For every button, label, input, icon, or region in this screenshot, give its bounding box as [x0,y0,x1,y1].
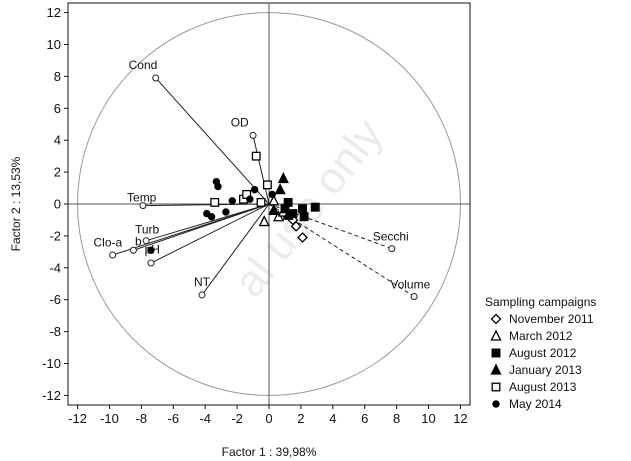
variable-label: NT [194,275,211,289]
sample-point [214,182,222,191]
variable-label: Turb [135,223,160,237]
y-tick-label: -4 [49,260,61,275]
y-tick-label: -6 [49,292,61,307]
y-tick-label: -12 [42,388,61,403]
variable-label: OD [231,116,249,130]
x-tick-label: -8 [136,411,148,426]
x-axis-label: Factor 1 : 39,98% [222,445,317,459]
variable-label: b [135,234,142,248]
sample-points-group [147,151,320,254]
sample-point [283,197,293,207]
variable-label: Temp [127,191,157,205]
x-tick-label: -2 [231,411,243,426]
sample-point [147,246,155,254]
sample-point [228,197,237,205]
y-tick-label: 4 [54,133,61,148]
sample-point [256,197,266,207]
x-tick-label: -12 [68,411,87,426]
sample-point [310,202,320,212]
legend-title: Sampling campaigns [485,295,596,309]
legend: Sampling campaigns November 2011 March 20… [485,295,596,411]
y-tick-label: 12 [47,5,61,20]
y-tick-label: 6 [54,101,61,116]
tick-group: -12 -10 -8 -6 -4 -2 0 2 4 6 8 10 12 -12 -10 -8 -6 -4 -2 0 2 4… [42,5,467,426]
legend-marker [490,363,502,375]
sample-point [282,208,294,220]
variable-endpoint [147,259,155,267]
x-tick-label: -6 [168,411,180,426]
y-tick-label: -2 [49,228,61,243]
sample-point [277,172,289,184]
variable-endpoint [198,291,206,299]
variable-vector [150,203,270,264]
y-tick-label: -8 [49,324,61,339]
variable-endpoint [109,251,117,259]
x-tick-label: 8 [393,411,400,426]
x-tick-label: 6 [361,411,368,426]
sample-point [298,204,307,214]
sample-point [258,215,270,227]
sample-point [207,213,216,221]
legend-entry-label: May 2014 [509,397,562,411]
sample-point [246,195,254,203]
sample-point [274,183,286,195]
legend-entry-label: August 2012 [509,346,577,360]
sample-point [222,208,230,216]
variable-endpoint [410,293,418,301]
variable-endpoint [129,246,137,254]
y-tick-label: 0 [54,197,61,212]
sample-point [268,203,280,216]
variable-label: Clo-a [94,235,123,249]
variable-vector [252,135,270,205]
sample-point [251,151,261,161]
x-tick-label: 12 [453,411,467,426]
variable-vector [133,203,270,251]
watermark-text: al use only [224,110,392,306]
variable-vector [201,203,270,296]
legend-entry-label: January 2013 [509,363,582,377]
x-tick-label: 10 [421,411,435,426]
sample-point [290,220,302,232]
legend-entry-label: August 2013 [509,380,577,394]
sample-point [262,180,272,190]
legend-entry-label: March 2012 [509,329,573,343]
variable-endpoint [139,202,147,210]
sample-point [210,197,220,207]
variable-vector [155,77,270,205]
legend-marker [491,348,501,358]
variable-vector [146,203,270,242]
sample-point [250,185,259,194]
y-tick-label: 2 [54,165,61,180]
legend-entry-label: November 2011 [509,312,594,326]
y-tick-label: 8 [54,69,61,84]
y-tick-label: -10 [42,356,61,371]
sample-point [297,232,308,243]
variable-endpoint [152,74,160,82]
x-tick-label: 4 [329,411,336,426]
variable-label: Cond [129,58,158,72]
legend-marker [490,313,502,325]
legend-marker [492,400,500,408]
sample-point [299,212,309,222]
x-tick-label: 0 [265,411,272,426]
variable-label: Secchi [373,230,409,244]
variable-vector [142,203,270,207]
x-tick-label: -4 [199,411,211,426]
legend-marker [491,382,501,392]
x-tick-label: -10 [100,411,119,426]
variable-endpoint [249,131,257,139]
variable-endpoint [388,245,396,253]
y-tick-label: 10 [47,37,61,52]
sample-point [268,190,276,199]
y-axis-label: Factor 2 : 13,53% [9,156,23,251]
x-tick-label: 2 [297,411,304,426]
variable-label: Volume [390,278,430,292]
legend-marker [490,329,502,341]
